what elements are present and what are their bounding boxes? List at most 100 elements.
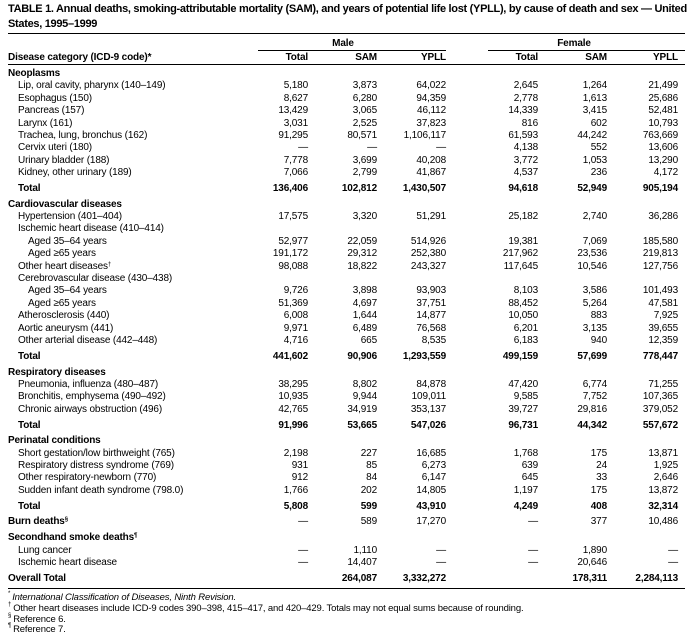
row-label-text: Hypertension (401–404) [18, 211, 122, 223]
row-label-text: Cervix uteri (180) [18, 142, 92, 154]
cell-value: 109,011 [411, 391, 447, 403]
row-label-text: Other heart diseases [18, 260, 108, 272]
row-label-text: Esophagus (150) [18, 92, 92, 104]
footnote-mark: † [8, 602, 12, 608]
category-header-label: Disease category (ICD-9 code) [8, 52, 148, 63]
table-row: Bronchitis, emphysema (490–492) 10,935 9,9… [0, 391, 693, 403]
cell-value: 7,925 [653, 310, 678, 322]
cell-value: 32,314 [648, 500, 678, 512]
table-row: Atherosclerosis (440) 6,008 1,644 14,877 10,… [0, 310, 693, 322]
cell-value: 7,778 [283, 154, 308, 166]
row-label: Bronchitis, emphysema (490–492) [18, 391, 166, 403]
cell-value: 1,430,507 [402, 182, 446, 194]
footnote-mark: ¶ [134, 533, 138, 540]
cell-value: — [367, 142, 377, 154]
cell-value: 499,159 [502, 350, 538, 362]
footnote-mark: † [107, 261, 112, 268]
row-label-text: Aortic aneurysm (441) [18, 322, 114, 334]
cell-value: 589 [360, 516, 377, 528]
group-female-line [488, 50, 685, 51]
table-row: Esophagus (150) 8,627 6,280 94,359 2,778 1,61… [0, 93, 693, 105]
cell-value: 1,197 [513, 484, 538, 496]
cell-value: 14,339 [508, 105, 538, 117]
col-male-ypll: YPLL [421, 52, 446, 63]
cell-value: — [298, 142, 308, 154]
cell-value: 1,925 [653, 460, 678, 472]
cell-value: 599 [360, 500, 377, 512]
cell-value: 552 [590, 142, 607, 154]
row-label: Trachea, lung, bronchus (162) [18, 130, 147, 142]
row-label-text: Neoplasms [8, 68, 61, 79]
cell-value: 40,208 [416, 154, 446, 166]
table-row: Aged 35–64 years 9,726 3,898 93,903 8,103 3,5… [0, 285, 693, 297]
cell-value: — [528, 544, 538, 556]
cell-value: 13,872 [648, 484, 678, 496]
cell-value: 23,536 [577, 248, 607, 260]
cell-value: 178,311 [572, 572, 607, 584]
row-label-text: Kidney, other urinary (189) [18, 167, 132, 179]
cell-value: 117,645 [503, 260, 539, 272]
cell-value: 96,731 [508, 419, 538, 431]
cell-value: 931 [291, 460, 308, 472]
cell-value: 6,201 [513, 322, 538, 334]
cell-value: 51,369 [278, 297, 308, 309]
row-label: Burn deaths§ [8, 516, 68, 528]
cell-value: 10,050 [508, 310, 538, 322]
cell-value: 8,802 [352, 378, 377, 390]
cell-value: 4,716 [283, 334, 308, 346]
col-female-total: Total [515, 52, 539, 63]
cell-value: 2,799 [352, 167, 377, 179]
cell-value: 7,069 [582, 235, 607, 247]
row-label-text: Cardiovascular diseases [8, 198, 122, 210]
table-row: Cervix uteri (180) — — — 4,138 552 13,606 [0, 142, 693, 154]
cell-value: 21,499 [648, 80, 678, 92]
table-row: Urinary bladder (188) 7,778 3,699 40,208 3,7… [0, 155, 693, 167]
cell-value: 2,525 [352, 117, 377, 129]
table-row: Kidney, other urinary (189) 7,066 2,799 41,… [0, 167, 693, 179]
row-label: Other arterial disease (442–448) [18, 335, 157, 347]
cell-value: 29,312 [347, 248, 377, 260]
row-label: Neoplasms [8, 68, 60, 80]
cell-value: 57,699 [577, 350, 607, 362]
row-label: Hypertension (401–404) [18, 211, 122, 223]
row-label: Short gestation/low birthweight (765) [18, 448, 175, 460]
cell-value: 102,812 [341, 182, 377, 194]
cell-value: 602 [590, 117, 607, 129]
cell-value: — [436, 556, 446, 568]
row-label: Other respiratory-newborn (770) [18, 472, 156, 484]
cell-value: 84,878 [416, 378, 446, 390]
cell-value: 227 [360, 447, 377, 459]
cell-value: 2,646 [653, 472, 678, 484]
footnote-mark: § [64, 517, 68, 524]
cell-value: 84 [366, 472, 377, 484]
row-label-text: Aged ≥65 years [28, 297, 96, 309]
cell-value: 24 [596, 460, 607, 472]
cell-value: 3,898 [352, 285, 377, 297]
row-label: Lip, oral cavity, pharynx (140–149) [18, 80, 166, 92]
cell-value: 3,415 [582, 105, 607, 117]
table-row: Chronic airways obstruction (496) 42,765 3… [0, 404, 693, 416]
row-label-text: Total [18, 500, 41, 512]
cell-value: 547,026 [410, 419, 446, 431]
footnote: † Other heart diseases include ICD-9 code… [8, 602, 524, 614]
cell-value: 3,332,272 [402, 572, 446, 584]
cell-value: 3,586 [582, 285, 607, 297]
cell-value: 80,571 [347, 129, 377, 141]
cell-value: 1,293,559 [402, 350, 446, 362]
footnote-text: Reference 6. [13, 614, 66, 625]
cell-value: 52,949 [577, 182, 607, 194]
row-label-text: Burn deaths [8, 516, 65, 528]
table-row: Hypertension (401–404) 17,575 3,320 51,291 2… [0, 211, 693, 223]
row-label-text: Sudden infant death syndrome (798.0) [18, 484, 184, 496]
table-row: Sudden infant death syndrome (798.0) 1,76… [0, 485, 693, 497]
cell-value: 14,805 [416, 484, 446, 496]
cell-value: 10,935 [278, 391, 308, 403]
cell-value: — [298, 544, 308, 556]
cell-value: 3,699 [352, 154, 377, 166]
footnote-text: International Classification of Diseases… [12, 592, 236, 603]
row-label-text: Pneumonia, influenza (480–487) [18, 378, 159, 390]
cell-value: 264,087 [341, 572, 377, 584]
cell-value: 91,996 [278, 419, 308, 431]
row-label: Total [18, 420, 41, 432]
